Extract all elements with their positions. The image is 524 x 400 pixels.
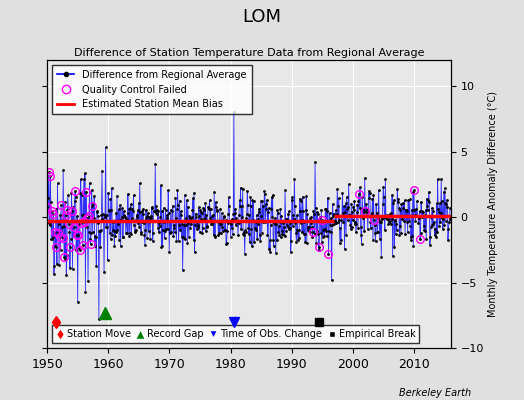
Text: Berkeley Earth: Berkeley Earth [399,388,472,398]
Legend: Station Move, Record Gap, Time of Obs. Change, Empirical Break: Station Move, Record Gap, Time of Obs. C… [52,325,419,343]
Text: LOM: LOM [243,8,281,26]
Y-axis label: Monthly Temperature Anomaly Difference (°C): Monthly Temperature Anomaly Difference (… [488,91,498,317]
Title: Difference of Station Temperature Data from Regional Average: Difference of Station Temperature Data f… [74,48,424,58]
